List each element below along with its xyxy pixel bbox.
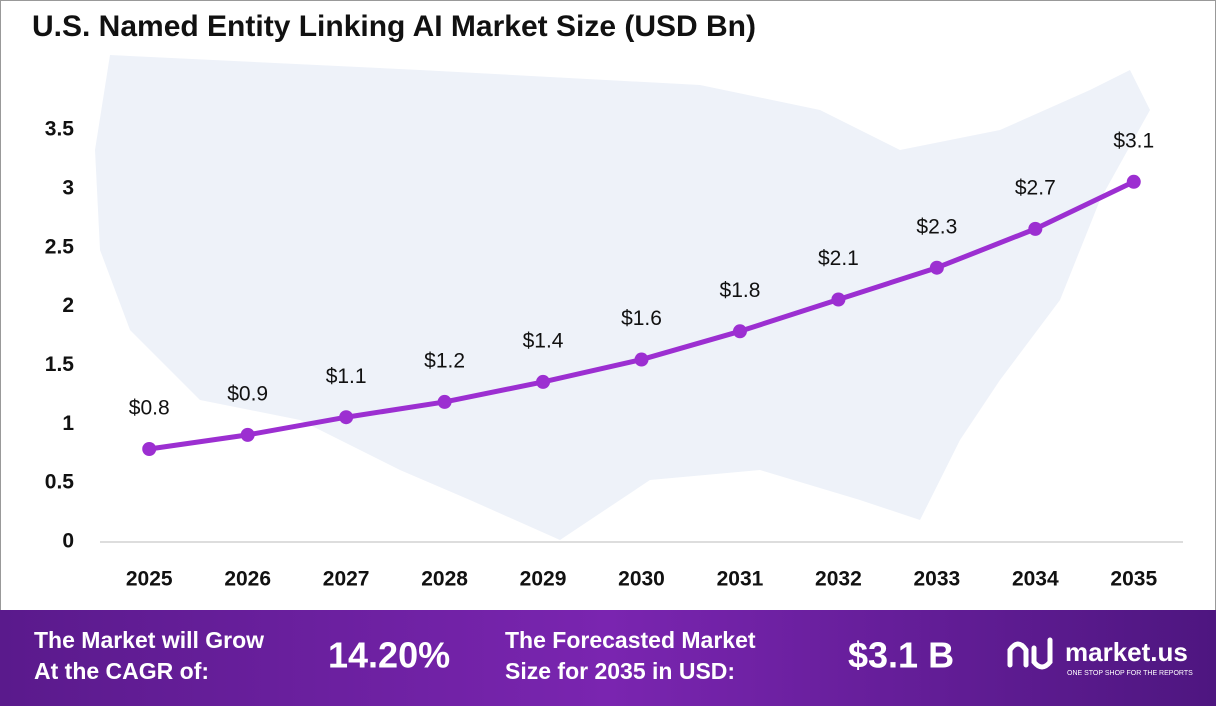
x-tick-label: 2030 <box>618 568 665 591</box>
value-label: $0.8 <box>129 397 170 420</box>
cagr-value: 14.20% <box>328 635 450 676</box>
cagr-label: The Market will Grow <box>34 627 264 653</box>
value-label: $1.2 <box>424 349 465 372</box>
value-label: $2.7 <box>1015 176 1056 199</box>
forecast-label: Size for 2035 in USD: <box>505 658 735 684</box>
y-tick-label: 2.5 <box>45 235 75 258</box>
forecast-value: $3.1 B <box>848 635 954 676</box>
x-tick-label: 2027 <box>323 568 370 591</box>
x-tick-label: 2028 <box>421 568 468 591</box>
value-label: $1.1 <box>326 365 367 388</box>
value-label: $0.9 <box>227 382 268 405</box>
point <box>339 410 354 425</box>
x-tick-label: 2035 <box>1110 568 1157 591</box>
point <box>732 324 747 339</box>
chart-title: U.S. Named Entity Linking AI Market Size… <box>32 10 756 43</box>
point <box>1126 174 1141 189</box>
x-tick-label: 2029 <box>520 568 567 591</box>
value-label: $1.8 <box>720 279 761 302</box>
point <box>437 394 452 409</box>
map-background <box>95 55 1150 540</box>
point <box>831 292 846 307</box>
point <box>240 427 255 442</box>
x-tick-label: 2034 <box>1012 568 1059 591</box>
point <box>536 374 551 389</box>
x-tick-label: 2025 <box>126 568 173 591</box>
point <box>1028 221 1043 236</box>
forecast-label: The Forecasted Market <box>505 627 756 653</box>
cagr-label: At the CAGR of: <box>34 658 209 684</box>
value-label: $1.4 <box>523 329 564 352</box>
footer-band <box>0 610 1216 706</box>
value-label: $1.6 <box>621 307 662 330</box>
point <box>142 442 157 457</box>
point <box>929 260 944 275</box>
y-tick-label: 0 <box>62 530 74 553</box>
x-tick-label: 2026 <box>224 568 271 591</box>
x-tick-label: 2033 <box>914 568 961 591</box>
y-tick-label: 3.5 <box>45 118 75 141</box>
brand-tagline: ONE STOP SHOP FOR THE REPORTS <box>1067 670 1193 677</box>
point <box>634 352 649 367</box>
y-tick-label: 1 <box>62 412 74 435</box>
brand-logo <box>1007 637 1053 670</box>
y-tick-label: 3 <box>62 176 74 199</box>
y-tick-label: 2 <box>62 294 74 317</box>
value-label: $2.1 <box>818 247 859 270</box>
y-tick-label: 0.5 <box>45 471 75 494</box>
brand-name: market.us <box>1065 637 1188 667</box>
x-tick-label: 2031 <box>717 568 764 591</box>
value-label: $3.1 <box>1113 129 1154 152</box>
value-label: $2.3 <box>916 215 957 238</box>
y-tick-label: 1.5 <box>45 353 75 376</box>
x-tick-label: 2032 <box>815 568 862 591</box>
